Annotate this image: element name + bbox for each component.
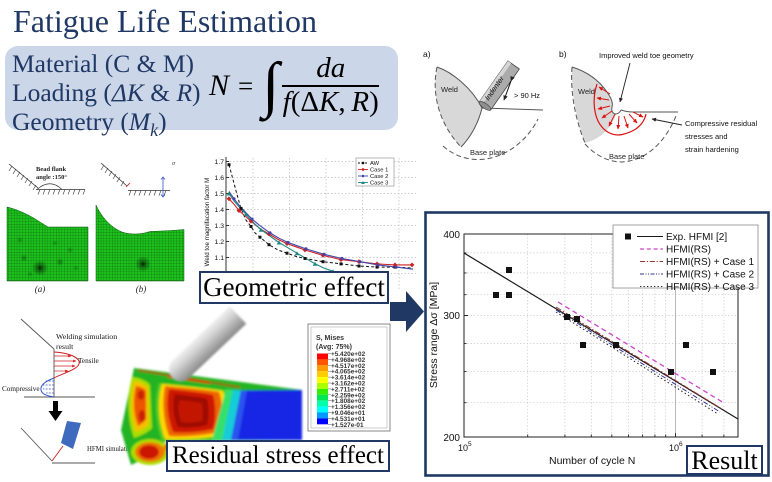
svg-text:1.3: 1.3	[215, 223, 225, 230]
svg-text:Exp. HFMI [2]: Exp. HFMI [2]	[666, 232, 727, 243]
svg-text:+1.808e+02: +1.808e+02	[331, 398, 366, 405]
svg-text:1.2: 1.2	[215, 239, 225, 246]
svg-text:6: 6	[679, 441, 683, 448]
svg-text:1.6: 1.6	[215, 175, 225, 182]
svg-text:Welding simulation: Welding simulation	[56, 332, 117, 341]
svg-text:(a): (a)	[35, 284, 46, 294]
svg-text:+4.517e+02: +4.517e+02	[331, 363, 366, 370]
svg-text:Number of cycle N: Number of cycle N	[549, 455, 635, 467]
svg-text:+2.711e+02: +2.711e+02	[331, 386, 365, 393]
svg-text:+2.259e+02: +2.259e+02	[331, 392, 366, 399]
svg-text:Base plate: Base plate	[470, 148, 505, 157]
svg-text:+1.356e+02: +1.356e+02	[331, 404, 366, 411]
svg-text:Tensile: Tensile	[78, 357, 99, 365]
svg-text:(b): (b)	[136, 284, 147, 294]
svg-text:HFMI(RS): HFMI(RS)	[666, 245, 711, 256]
svg-text:10: 10	[458, 443, 468, 453]
svg-text:1.5: 1.5	[215, 191, 225, 198]
svg-text:Compressive: Compressive	[2, 385, 40, 393]
svg-text:stresses and: stresses and	[685, 132, 728, 141]
svg-text:a): a)	[423, 49, 431, 59]
svg-text:HFMI(RS) + Case 1: HFMI(RS) + Case 1	[666, 257, 755, 268]
svg-text:10: 10	[669, 443, 679, 453]
svg-text:+4.065e+02: +4.065e+02	[331, 369, 366, 376]
svg-text:1.1: 1.1	[215, 255, 225, 262]
svg-text:HFMI(RS) + Case 2: HFMI(RS) + Case 2	[666, 270, 755, 281]
svg-text:Weld toe magnifacation factor: Weld toe magnifacation factor M	[204, 178, 211, 267]
svg-text:+5.420e+02: +5.420e+02	[331, 351, 366, 358]
svg-text:(Avg: 75%): (Avg: 75%)	[316, 344, 352, 351]
svg-text:1.7: 1.7	[215, 159, 225, 166]
svg-text:angle :150°: angle :150°	[36, 174, 67, 181]
svg-text:200: 200	[443, 433, 460, 444]
svg-text:> 90 Hz: > 90 Hz	[514, 91, 540, 100]
svg-text:Weld: Weld	[441, 85, 458, 94]
svg-text:1.4: 1.4	[215, 207, 225, 214]
svg-text:+4.531e+01: +4.531e+01	[331, 416, 366, 423]
svg-text:+3.614e+02: +3.614e+02	[331, 375, 366, 382]
svg-text:+9.046e+01: +9.046e+01	[331, 410, 366, 417]
svg-text:+3.162e+02: +3.162e+02	[331, 381, 366, 388]
svg-text:S, Mises: S, Mises	[316, 335, 344, 342]
svg-text:5: 5	[468, 441, 472, 448]
svg-text:Stress range Δσ [MPa]: Stress range Δσ [MPa]	[428, 282, 440, 388]
svg-text:Compressive residual: Compressive residual	[685, 119, 757, 128]
svg-text:σ: σ	[172, 161, 176, 167]
svg-text:b): b)	[559, 49, 567, 59]
svg-text:+4.968e+02: +4.968e+02	[331, 357, 366, 364]
svg-text:Weld: Weld	[578, 87, 595, 96]
svg-text:Base plate: Base plate	[609, 152, 644, 161]
svg-text:HFMI(RS) + Case 3: HFMI(RS) + Case 3	[666, 282, 755, 293]
svg-text:400: 400	[443, 230, 460, 241]
svg-text:HFMI simulation: HFMI simulation	[87, 446, 135, 453]
svg-text:Improved weld toe geometry: Improved weld toe geometry	[599, 51, 694, 60]
svg-text:300: 300	[443, 311, 460, 322]
svg-text:AW: AW	[370, 161, 380, 167]
svg-text:result: result	[56, 342, 74, 351]
svg-text:Case 2: Case 2	[370, 174, 388, 180]
svg-text:Case 1: Case 1	[370, 168, 388, 174]
svg-text:Bead flank: Bead flank	[36, 166, 67, 173]
svg-text:strain hardening: strain hardening	[685, 145, 739, 154]
svg-text:Case 3: Case 3	[370, 181, 388, 187]
svg-text:+1.527e-01: +1.527e-01	[331, 422, 364, 429]
